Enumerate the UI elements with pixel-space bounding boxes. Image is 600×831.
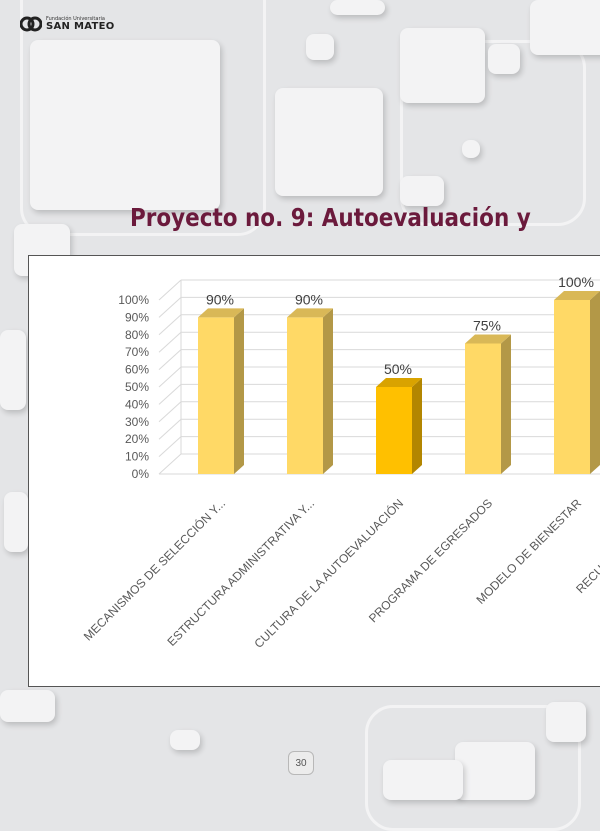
x-category-label: MODELO DE BIENESTAR xyxy=(473,496,584,607)
background-tile xyxy=(383,760,463,800)
gridline-depth xyxy=(158,418,182,440)
data-label: 100% xyxy=(558,274,594,290)
background-tile xyxy=(0,330,26,410)
gridline-depth xyxy=(158,401,182,423)
y-tick-label: 20% xyxy=(125,432,149,446)
logo-name: SAN MATEO xyxy=(46,20,115,32)
background-tile xyxy=(400,28,485,103)
logo-subtitle: Fundación Universitaria xyxy=(46,15,105,22)
data-label: 90% xyxy=(206,291,234,307)
gridline-depth xyxy=(158,349,182,370)
bar-top xyxy=(465,334,511,344)
background-tile xyxy=(400,176,444,206)
background-tile xyxy=(30,40,220,210)
bar-side xyxy=(501,334,511,474)
gridline-depth xyxy=(158,279,182,301)
x-category-label: CULTURA DE LA AUTOEVALUACIÓN xyxy=(251,496,406,651)
data-label: 90% xyxy=(295,291,323,307)
bar-top xyxy=(376,378,422,387)
bar xyxy=(554,300,590,474)
y-tick-label: 40% xyxy=(125,397,149,411)
gridline-depth xyxy=(158,314,182,336)
gridline-depth xyxy=(158,453,182,475)
y-tick-label: 90% xyxy=(125,310,149,324)
bar-side xyxy=(234,308,244,474)
bar-chart: 0% 10% 20% 30% 40% 50% 60% 70% 80% 90% 100% 90% MECA… xyxy=(80,274,600,651)
x-category-label: MECANISMOS DE SELECCIÓN Y... xyxy=(80,496,228,644)
background-tile xyxy=(330,0,385,15)
bar xyxy=(465,343,501,474)
logo: Fundación Universitaria SAN MATEO xyxy=(20,14,115,34)
gridline-depth xyxy=(158,436,182,457)
gridline-depth xyxy=(158,297,182,318)
background-tile xyxy=(488,44,520,74)
background-tile xyxy=(0,690,55,722)
x-category-label: ESTRUCTURA ADMINISTRATIVA Y... xyxy=(165,496,318,649)
data-label: 75% xyxy=(473,318,501,334)
gridline-depth xyxy=(158,331,182,353)
bar-top xyxy=(198,308,244,318)
bar xyxy=(376,387,412,474)
background-tile xyxy=(306,34,334,60)
bar xyxy=(198,317,234,474)
slide-title: Proyecto no. 9: Autoevaluación y Autorre… xyxy=(130,203,534,232)
background-tile xyxy=(546,702,586,742)
chart-frame: 0% 10% 20% 30% 40% 50% 60% 70% 80% 90% 100% 90% MECA… xyxy=(28,255,600,687)
y-tick-label: 10% xyxy=(125,450,149,464)
background-tile xyxy=(170,730,200,750)
san-mateo-logo-icon xyxy=(20,16,42,32)
y-tick-label: 30% xyxy=(125,415,149,429)
gridline-depth xyxy=(158,384,182,405)
bar xyxy=(287,317,323,474)
bar-side xyxy=(412,378,422,474)
y-tick-label: 50% xyxy=(125,380,149,394)
y-tick-label: 0% xyxy=(132,467,150,481)
background-tile xyxy=(455,742,535,800)
y-tick-label: 60% xyxy=(125,363,149,377)
background-tile xyxy=(530,0,600,55)
background-outline-shape xyxy=(400,40,586,226)
page-number: 30 xyxy=(288,751,314,775)
y-tick-label: 80% xyxy=(125,328,149,342)
data-label: 50% xyxy=(384,361,412,377)
background-tile xyxy=(4,492,28,552)
background-tile xyxy=(275,88,383,196)
bar-side xyxy=(323,308,333,474)
bar-top xyxy=(554,291,600,300)
gridline-depth xyxy=(158,366,182,388)
bar-side xyxy=(590,291,600,474)
y-tick-label: 70% xyxy=(125,345,149,359)
background-outline-shape xyxy=(20,0,266,236)
y-tick-label: 100% xyxy=(118,293,149,307)
background-tile xyxy=(462,140,480,158)
bar-top xyxy=(287,308,333,318)
